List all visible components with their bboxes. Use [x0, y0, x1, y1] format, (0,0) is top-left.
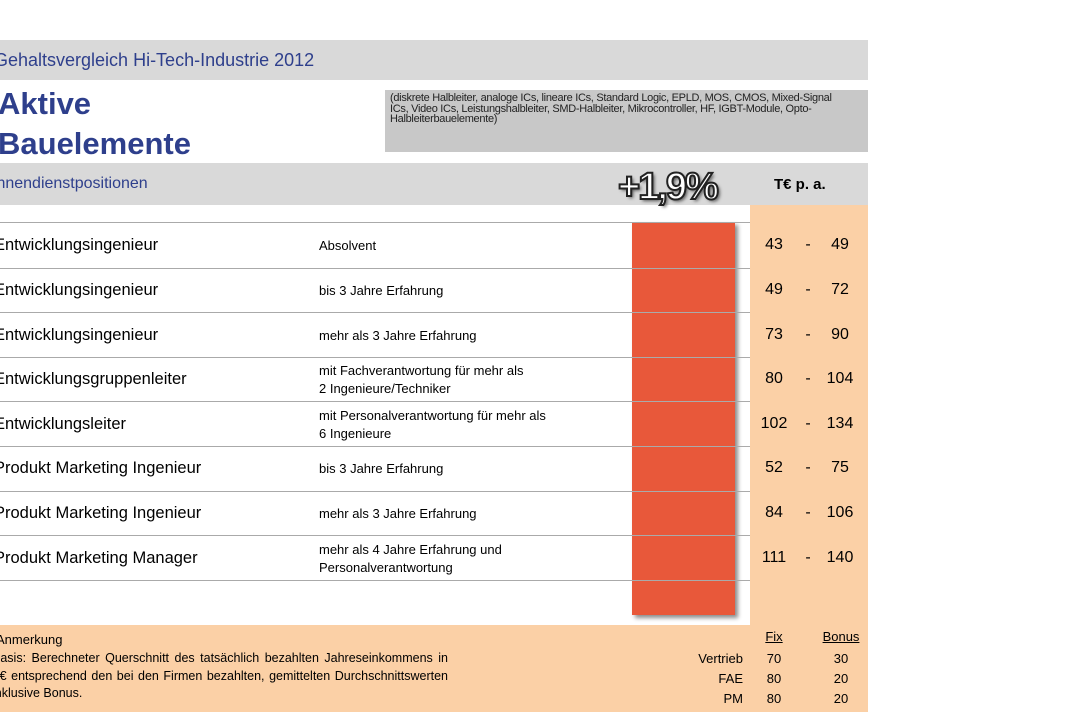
position: Entwicklungsingenieur [0, 280, 159, 299]
split-fix: 70 [766, 651, 782, 666]
range-separator: - [805, 459, 811, 477]
row-line [0, 356, 750, 358]
range-max: 140 [826, 548, 854, 566]
title-bar [0, 40, 868, 80]
range-separator: - [805, 548, 811, 566]
detail: 6 Ingenieure [319, 425, 392, 441]
detail: mit Personalverantwortung für mehr als [319, 407, 546, 423]
range-separator: - [805, 236, 811, 254]
split-bonus: 20 [833, 671, 849, 686]
detail: mehr als 3 Jahre Erfahrung [319, 327, 477, 343]
detail: bis 3 Jahre Erfahrung [319, 461, 444, 477]
note-title: Anmerkung [0, 632, 63, 647]
split-label: PM [723, 691, 744, 706]
unit: T€ p. a. [774, 176, 826, 193]
detail: Personalverantwortung [319, 559, 453, 575]
range-separator: - [805, 414, 811, 432]
description: (diskrete Halbleiter, analoge ICs, linea… [390, 92, 832, 125]
description-box [385, 90, 868, 152]
split-bonus: 20 [833, 691, 849, 706]
split-fix: 80 [766, 671, 782, 686]
range-max: 72 [831, 280, 849, 298]
split-label: FAE [718, 671, 743, 686]
range-min: 52 [765, 459, 783, 477]
range-separator: - [805, 325, 811, 343]
position: Produkt Marketing Ingenieur [0, 503, 202, 522]
detail: 2 Ingenieure/Techniker [319, 381, 451, 397]
range-max: 90 [831, 325, 849, 343]
row-line [0, 535, 750, 537]
change: +1,9% [617, 165, 720, 209]
range-min: 73 [765, 325, 783, 343]
detail: mit Fachverantwortung für mehr als [319, 363, 524, 379]
range-max: 106 [826, 503, 854, 521]
range-min: 49 [765, 280, 783, 298]
range-max: 104 [826, 370, 854, 388]
footer-box [0, 625, 868, 712]
position: Entwicklungsleiter [0, 414, 127, 433]
row-line [0, 579, 750, 581]
section-bar [0, 163, 868, 205]
row-line [0, 401, 750, 403]
position: Entwicklungsingenieur [0, 325, 159, 344]
position: Produkt Marketing Manager [0, 548, 198, 567]
range-max: 49 [831, 236, 849, 254]
range-separator: - [805, 370, 811, 388]
position: Produkt Marketing Ingenieur [0, 459, 202, 478]
range-max: 75 [831, 459, 849, 477]
split-header: Bonus [822, 629, 860, 644]
row-line [0, 267, 750, 269]
split-label: Vertrieb [698, 651, 743, 666]
range-min: 84 [765, 503, 783, 521]
range-column [750, 205, 868, 625]
range-separator: - [805, 280, 811, 298]
range-max: 134 [826, 414, 854, 432]
change-bar [632, 222, 735, 615]
detail: Absolvent [319, 238, 377, 254]
row-line [0, 312, 750, 314]
split-fix: 80 [766, 691, 782, 706]
row-line [0, 490, 750, 492]
position: Entwicklungsgruppenleiter [0, 370, 187, 389]
heading: Aktive Bauelemente [0, 86, 191, 161]
row-line [0, 222, 750, 223]
range-min: 43 [765, 236, 783, 254]
detail: bis 3 Jahre Erfahrung [319, 282, 444, 298]
detail: mehr als 4 Jahre Erfahrung und [319, 541, 502, 557]
position: Entwicklungsingenieur [0, 236, 159, 255]
range-min: 102 [760, 414, 788, 432]
section: Innendienstpositionen [0, 175, 148, 192]
detail: mehr als 3 Jahre Erfahrung [319, 505, 477, 521]
split-bonus: 30 [833, 651, 849, 666]
range-separator: - [805, 503, 811, 521]
row-line [0, 446, 750, 447]
title: Gehaltsvergleich Hi-Tech-Industrie 2012 [0, 50, 315, 70]
split-header: Fix [765, 629, 783, 644]
note: Basis: Berechneter Querschnitt des tatsä… [0, 651, 448, 700]
range-min: 111 [761, 548, 787, 566]
range-min: 80 [765, 370, 783, 388]
